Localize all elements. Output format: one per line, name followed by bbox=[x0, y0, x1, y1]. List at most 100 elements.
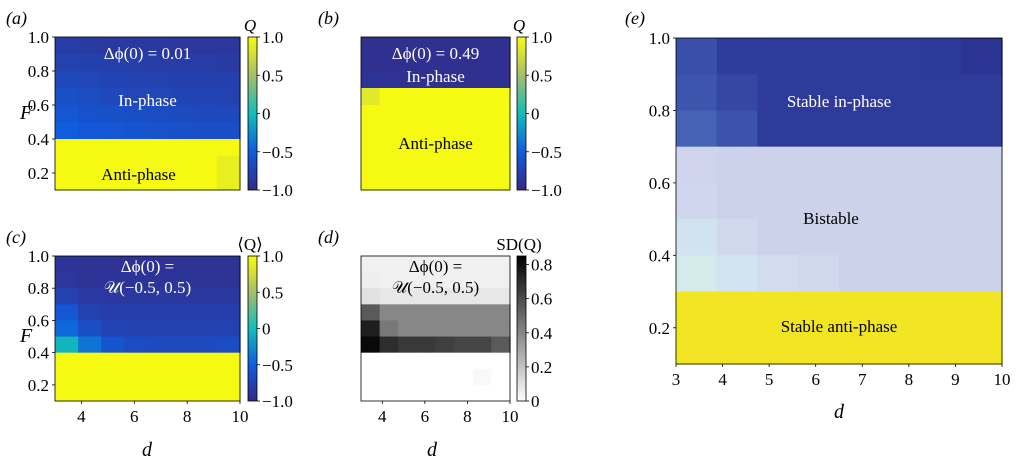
heatmap-cell bbox=[454, 156, 474, 174]
heatmap-cell bbox=[472, 122, 492, 140]
heatmap-cell bbox=[920, 327, 962, 365]
heatmap-cell bbox=[170, 352, 195, 370]
heatmap-cell bbox=[491, 288, 511, 305]
heatmap-cell bbox=[55, 320, 79, 338]
colorbar-tick-label: 0.4 bbox=[531, 324, 553, 343]
heatmap-cell bbox=[78, 71, 102, 89]
heatmap-cell bbox=[101, 272, 125, 289]
heatmap-cell bbox=[379, 336, 399, 354]
plot-frame bbox=[360, 255, 511, 402]
heatmap-cell bbox=[435, 105, 455, 123]
heatmap-cell bbox=[839, 74, 881, 112]
heatmap-cell bbox=[216, 272, 241, 289]
heatmap-cell bbox=[472, 352, 492, 370]
x-axis-label: d bbox=[427, 439, 438, 461]
heatmap-cell bbox=[839, 255, 881, 293]
panel-label-a: (a) bbox=[6, 8, 27, 29]
y-tick-label: 0.8 bbox=[649, 101, 670, 120]
heatmap-cell bbox=[379, 256, 399, 273]
heatmap-cell bbox=[491, 336, 511, 354]
heatmap-cell bbox=[101, 37, 125, 55]
heatmap-cell bbox=[435, 304, 455, 322]
heatmap-cell bbox=[839, 38, 881, 75]
heatmap-cell bbox=[55, 384, 79, 402]
heatmap-cell bbox=[55, 304, 79, 322]
heatmap-cell bbox=[216, 71, 241, 89]
heatmap-cell bbox=[435, 88, 455, 106]
heatmap-cell bbox=[454, 105, 474, 123]
heatmap-cell bbox=[78, 54, 102, 72]
heatmap-cell bbox=[757, 110, 799, 148]
heatmap-cell bbox=[398, 139, 418, 157]
x-tick-label: 4 bbox=[378, 407, 387, 426]
heatmap-cell bbox=[757, 327, 799, 365]
heatmap-cell bbox=[491, 304, 511, 322]
annotation-anti-phase: Anti-phase bbox=[398, 134, 473, 153]
colorbar-tick-label: 0.5 bbox=[262, 66, 283, 85]
heatmap-cell bbox=[193, 173, 218, 191]
heatmap-cell bbox=[416, 368, 437, 386]
heatmap-cell bbox=[491, 88, 511, 106]
heatmap-cell bbox=[416, 122, 437, 140]
heatmap-cell bbox=[716, 182, 759, 220]
plot-frame bbox=[54, 36, 241, 191]
colorbar-tick-label: −0.5 bbox=[531, 143, 562, 162]
heatmap-cell bbox=[398, 256, 418, 273]
heatmap-cell bbox=[416, 256, 437, 273]
heatmap-cell bbox=[216, 122, 241, 140]
heatmap-cell bbox=[361, 71, 381, 89]
heatmap-cell bbox=[716, 38, 759, 75]
heatmap-cell bbox=[454, 320, 474, 338]
heatmap-cell bbox=[491, 384, 511, 402]
heatmap-cell bbox=[416, 272, 437, 289]
heatmap-cell bbox=[101, 320, 125, 338]
heatmap-cell bbox=[379, 156, 399, 174]
heatmap-cell bbox=[757, 291, 799, 329]
x-tick-label: 8 bbox=[905, 370, 914, 389]
heatmap-cell bbox=[361, 288, 381, 305]
heatmap-cell bbox=[124, 139, 149, 157]
heatmap-cell bbox=[170, 54, 195, 72]
heatmap-cell bbox=[398, 88, 418, 106]
heatmap-cell bbox=[193, 139, 218, 157]
colorbar-label: Q bbox=[513, 16, 525, 35]
heatmap-cell bbox=[193, 288, 218, 305]
heatmap-cell bbox=[193, 54, 218, 72]
x-tick-label: 4 bbox=[718, 370, 727, 389]
colorbar-tick-label: 1.0 bbox=[262, 28, 283, 47]
heatmap-cell bbox=[961, 255, 1003, 293]
x-tick-label: 6 bbox=[130, 407, 139, 426]
x-tick-label: 3 bbox=[672, 370, 681, 389]
heatmap-cell bbox=[491, 173, 511, 191]
heatmap-cell bbox=[55, 272, 79, 289]
heatmap-cell bbox=[961, 110, 1003, 148]
heatmap-cell bbox=[879, 74, 922, 112]
heatmap-cell bbox=[491, 272, 511, 289]
heatmap-cell bbox=[879, 219, 922, 256]
heatmap-cell bbox=[798, 291, 840, 329]
heatmap-cell bbox=[216, 288, 241, 305]
heatmap-cell bbox=[472, 139, 492, 157]
heatmap-cell bbox=[961, 219, 1003, 256]
colorbar-tick-label: −0.5 bbox=[262, 143, 293, 162]
heatmap-cell bbox=[193, 272, 218, 289]
heatmap-cell bbox=[879, 38, 922, 75]
heatmap-cell bbox=[879, 182, 922, 220]
heatmap-cell bbox=[55, 54, 79, 72]
heatmap-cell bbox=[454, 37, 474, 55]
y-tick-label: 0.8 bbox=[28, 62, 49, 81]
heatmap-cell bbox=[379, 54, 399, 72]
heatmap-cell bbox=[472, 336, 492, 354]
colorbar-label: ⟨Q⟩ bbox=[237, 235, 263, 254]
heatmap-cell bbox=[101, 368, 125, 386]
y-tick-label: 0.6 bbox=[28, 96, 49, 115]
heatmap-cell bbox=[416, 336, 437, 354]
heatmap-cell bbox=[454, 304, 474, 322]
heatmap-cell bbox=[124, 336, 149, 354]
heatmap-cell bbox=[124, 352, 149, 370]
heatmap-cell bbox=[124, 122, 149, 140]
heatmap-cell bbox=[170, 336, 195, 354]
panel-title-line: Δϕ(0) = bbox=[409, 257, 463, 276]
heatmap-cell bbox=[216, 256, 241, 273]
heatmap-cell bbox=[78, 368, 102, 386]
